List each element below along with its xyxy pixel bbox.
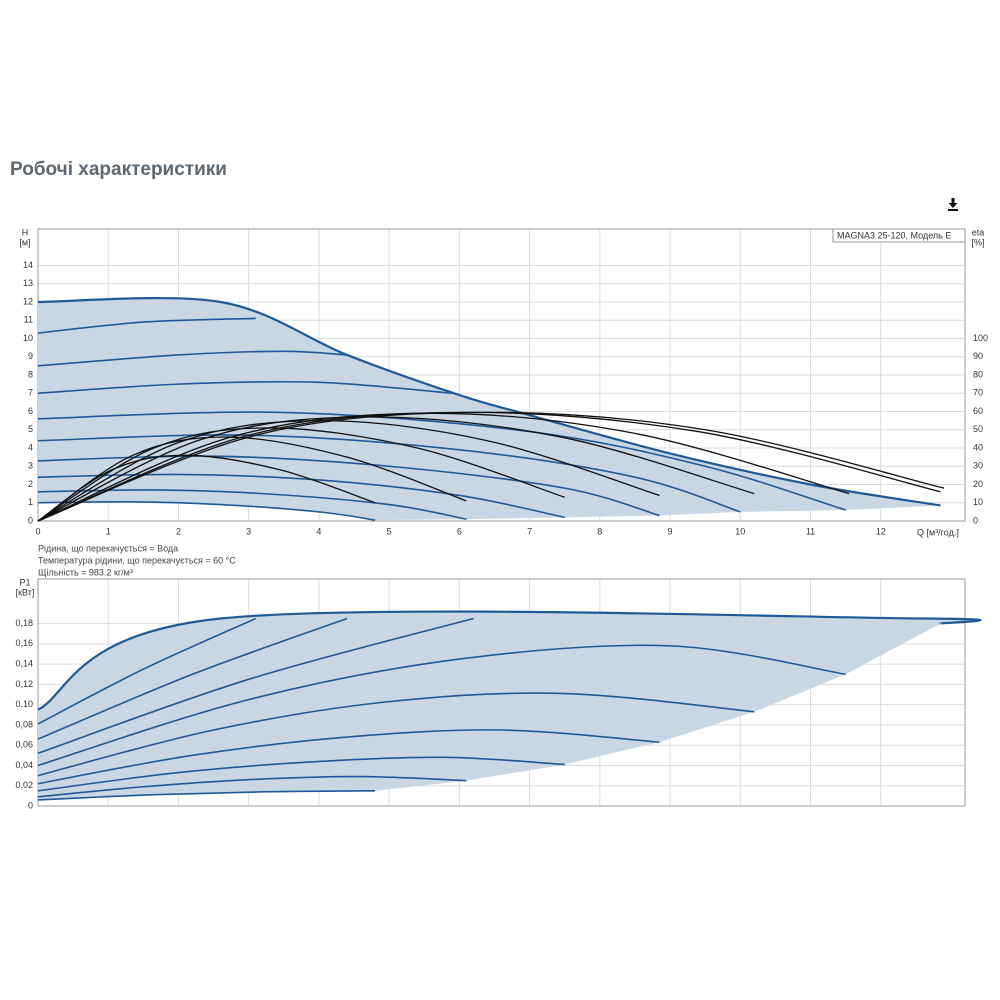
efficiency-curve (37, 411, 945, 522)
chart-1: 0 0,02 0,04 0,06 0,08 0,10 0,12 0,14 0,16 0,18 P1[… (15, 577, 982, 810)
y-tick-label: 14 (23, 260, 33, 270)
x-tick-label: 10 (735, 526, 745, 536)
y-tick-label: 0 (28, 515, 33, 525)
y-tick-label: 1 (28, 497, 33, 507)
y-tick-label: 0,02 (15, 780, 33, 790)
performance-curve (37, 617, 474, 755)
note: Температура рідини, що перекачується = 6… (38, 555, 236, 565)
y-tick-label: 9 (28, 351, 33, 361)
download-icon-base[interactable] (948, 209, 958, 211)
x-tick-label: 3 (246, 526, 251, 536)
y2-tick-label: 90 (973, 351, 983, 361)
operating-area (38, 298, 941, 521)
y-tick-label: 4 (28, 442, 33, 452)
y-axis-label: H (22, 227, 29, 237)
x-tick-label: 6 (457, 526, 462, 536)
x-tick-label: 5 (387, 526, 392, 536)
performance-curve (37, 729, 660, 785)
y-tick-label: 7 (28, 388, 33, 398)
x-tick-label: 11 (806, 526, 815, 536)
page-title: Робочі характеристики (10, 159, 227, 180)
y2-tick-label: 100 (973, 333, 988, 343)
y2-tick-label: 20 (973, 479, 983, 489)
y-tick-label: 0 (28, 800, 33, 810)
performance-curve (37, 644, 846, 767)
y2-axis-label: [%] (971, 237, 984, 247)
y-tick-label: 0,16 (15, 638, 33, 648)
y-tick-label: 0,12 (15, 679, 33, 689)
y-tick-label: 3 (28, 461, 33, 471)
note: Рідина, що перекачується = Вода (38, 543, 178, 553)
operating-area (38, 611, 981, 800)
y2-tick-label: 30 (973, 461, 983, 471)
performance-curve (37, 789, 376, 801)
performance-curve (37, 411, 846, 511)
x-axis-label: Q [м³/год.] (917, 527, 959, 537)
performance-curve (37, 775, 467, 798)
plot-frame (37, 578, 966, 807)
max-curve (37, 610, 982, 711)
y-axis-label: [кВт] (16, 587, 35, 597)
y-tick-label: 0,08 (15, 719, 33, 729)
y2-tick-label: 60 (973, 406, 983, 416)
y-tick-label: 2 (28, 479, 33, 489)
y-tick-label: 10 (23, 333, 33, 343)
legend-box (832, 228, 966, 243)
y-tick-label: 0,04 (15, 760, 33, 770)
y-axis-label: P1 (19, 577, 30, 587)
y2-tick-label: 80 (973, 369, 983, 379)
max-curve (37, 296, 941, 507)
y2-tick-label: 40 (973, 442, 983, 452)
note: Щільність = 983.2 кг/м³ (38, 567, 133, 577)
y2-tick-label: 50 (973, 424, 983, 434)
x-tick-label: 12 (876, 526, 886, 536)
performance-curve (37, 380, 453, 395)
x-tick-label: 0 (35, 526, 40, 536)
y2-tick-label: 70 (973, 388, 983, 398)
performance-curve (37, 500, 376, 521)
x-tick-label: 1 (106, 526, 111, 536)
performance-curve (37, 317, 256, 334)
performance-curve (37, 473, 565, 519)
y-tick-label: 5 (28, 424, 33, 434)
performance-curve (37, 434, 741, 513)
download-icon[interactable] (948, 198, 958, 208)
y-tick-label: 0,06 (15, 740, 33, 750)
performance-curve (37, 455, 660, 517)
download-button[interactable] (948, 198, 958, 211)
y-tick-label: 12 (23, 296, 33, 306)
legend-title: MAGNA3 25-120, Модель E (837, 230, 951, 240)
performance-curve (37, 350, 348, 367)
y2-tick-label: 10 (973, 497, 983, 507)
performance-curve (37, 617, 257, 725)
y-tick-label: 0,10 (15, 699, 33, 709)
performance-curve (37, 756, 565, 792)
y2-tick-label: 0 (973, 515, 978, 525)
x-tick-label: 9 (668, 526, 673, 536)
y-tick-label: 13 (23, 278, 33, 288)
efficiency-curve (37, 427, 565, 522)
y-tick-label: 0,14 (15, 659, 33, 669)
performance-curve (37, 617, 348, 740)
y-tick-label: 8 (28, 369, 33, 379)
y-tick-label: 11 (24, 315, 33, 325)
performance-curve (37, 692, 755, 777)
x-tick-label: 2 (176, 526, 181, 536)
y-tick-label: 6 (28, 406, 33, 416)
x-tick-label: 8 (597, 526, 602, 536)
x-tick-label: 4 (316, 526, 321, 536)
performance-curve (37, 489, 467, 520)
y2-axis-label: eta (972, 227, 985, 237)
x-tick-label: 7 (527, 526, 532, 536)
y-tick-label: 0,18 (15, 618, 33, 628)
y-axis-label: [м] (19, 237, 30, 247)
